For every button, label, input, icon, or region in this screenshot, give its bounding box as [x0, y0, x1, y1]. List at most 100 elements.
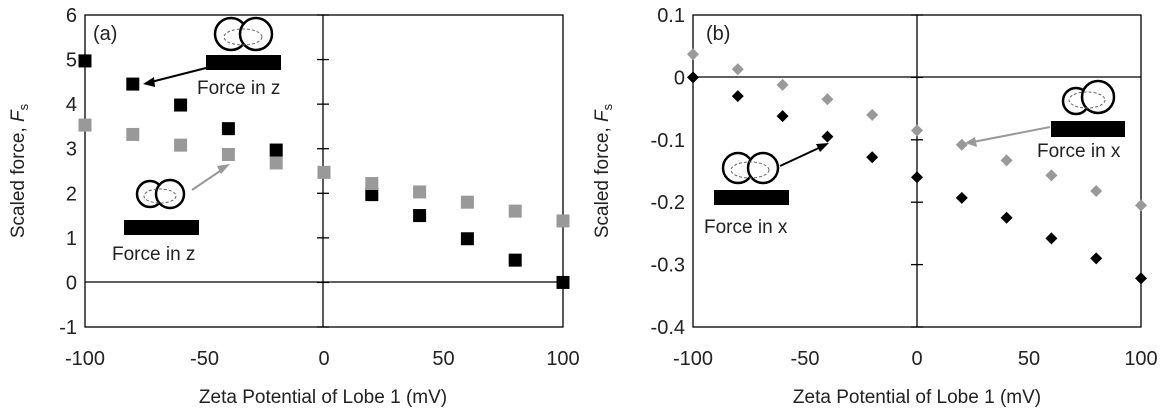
ytick-label: -0.2 [651, 192, 685, 214]
panel-b-xtick-labels: -100 -50 0 50 100 [673, 348, 1158, 370]
ytick-label: 0 [66, 272, 77, 294]
panel-a-annotation-bottom: Force in z [112, 164, 230, 265]
arrowhead-icon [965, 137, 977, 147]
data-point-series-2 [821, 93, 834, 106]
particle-dumbbell-icon [1061, 79, 1116, 116]
data-point-series-2 [776, 78, 789, 91]
xtick-label: 0 [318, 348, 329, 370]
surface-slab-icon [124, 220, 199, 235]
data-point-series-2 [126, 127, 140, 141]
data-point-series-2 [365, 176, 379, 190]
ytick-label: -0.1 [651, 130, 685, 152]
particle-dumbbell-icon [721, 151, 780, 185]
data-point-series-1 [731, 90, 744, 103]
data-point-series-1 [821, 130, 834, 143]
data-point-series-1 [911, 171, 923, 184]
panel-a-points [78, 54, 570, 289]
data-point-series-1 [955, 191, 968, 204]
data-point-series-2 [460, 195, 474, 209]
panel-a-label: (a) [93, 23, 117, 45]
panel-b-y-axis-label: Scaled force, Fs [592, 103, 615, 238]
panel-a-xtick-labels: -100 -50 0 50 100 [65, 348, 580, 370]
data-point-series-2 [78, 118, 92, 132]
xtick-label: 100 [546, 348, 579, 370]
annotation-label: Force in z [112, 244, 195, 265]
panel-a-x-axis-label: Zeta Potential of Lobe 1 (mV) [199, 387, 447, 408]
annotation-label: Force in x [1037, 141, 1121, 162]
annotation-arrow [972, 126, 1051, 143]
particle-dumbbell-icon [213, 16, 274, 52]
data-point-series-1 [687, 71, 699, 84]
xtick-label: -100 [65, 348, 105, 370]
data-point-series-1 [365, 188, 379, 202]
data-point-series-1 [1135, 272, 1147, 285]
data-point-series-1 [174, 98, 188, 112]
ytick-label: 4 [66, 94, 77, 116]
annotation-arrow [779, 146, 822, 167]
arrowhead-icon [217, 164, 230, 174]
data-point-series-2 [317, 165, 331, 179]
panel-a-y-axis-label: Scaled force, Fs [8, 103, 31, 238]
panel-b-label: (b) [706, 23, 730, 45]
data-point-series-2 [1000, 154, 1013, 167]
panel-a-annotation-top: Force in z [143, 16, 281, 99]
data-point-series-1 [460, 232, 474, 246]
panel-b-points [687, 48, 1147, 285]
data-point-series-1 [269, 143, 283, 157]
data-point-series-1 [1045, 232, 1058, 245]
panel-b-center-ticks [911, 14, 923, 328]
surface-slab-icon [206, 55, 281, 70]
data-point-series-1 [78, 54, 92, 68]
arrowhead-icon [816, 143, 829, 152]
panel-b-annotation-left: Force in x [704, 143, 829, 238]
ytick-label: 5 [66, 50, 77, 72]
arrowhead-icon [143, 77, 155, 87]
panel-b-x-axis-label: Zeta Potential of Lobe 1 (mV) [793, 387, 1041, 408]
surface-slab-icon [714, 190, 789, 205]
data-point-series-1 [556, 275, 570, 289]
ytick-label: 6 [66, 5, 77, 27]
panel-a-ytick-labels: -1 0 1 2 3 4 5 6 [59, 5, 77, 339]
xtick-label: -100 [673, 348, 713, 370]
data-point-series-2 [911, 124, 923, 137]
ytick-label: -0.3 [651, 255, 685, 277]
data-point-series-1 [1000, 211, 1013, 224]
data-point-series-1 [776, 110, 789, 123]
xtick-label: 50 [1018, 348, 1040, 370]
surface-slab-icon [1051, 121, 1125, 137]
data-point-series-2 [269, 156, 283, 170]
data-point-series-1 [1090, 252, 1103, 265]
panel-b: -0.4 -0.3 -0.2 -0.1 0 0.1 -100 -50 0 50 100 (b) Z… [592, 5, 1158, 408]
xtick-label: 0 [911, 348, 922, 370]
annotation-label: Force in x [704, 217, 788, 238]
particle-dumbbell-icon [135, 178, 186, 210]
data-point-series-1 [866, 151, 879, 164]
xtick-label: 50 [432, 348, 454, 370]
ytick-label: 2 [66, 183, 77, 205]
data-point-series-1 [221, 122, 235, 136]
ytick-label: 0 [674, 67, 685, 89]
annotation-arrow [150, 67, 207, 83]
data-point-series-2 [413, 185, 427, 199]
data-point-series-1 [413, 209, 427, 223]
ytick-label: -1 [59, 317, 77, 339]
annotation-label: Force in z [197, 78, 280, 99]
data-point-series-2 [174, 138, 188, 152]
data-point-series-2 [866, 108, 879, 121]
xtick-label: -50 [190, 348, 219, 370]
xtick-label: 100 [1124, 348, 1157, 370]
panel-a-center-ticks [317, 14, 329, 328]
ytick-label: 0.1 [657, 5, 685, 27]
data-point-series-2 [955, 138, 968, 151]
annotation-arrow [191, 168, 224, 191]
data-point-series-2 [508, 204, 522, 218]
panel-b-annotation-right: Force in x [965, 79, 1125, 162]
panel-a: -1 0 1 2 3 4 5 6 -100 -50 0 50 100 (a) Zeta Potenti… [8, 5, 580, 408]
panel-b-ytick-labels: -0.4 -0.3 -0.2 -0.1 0 0.1 [651, 5, 685, 339]
ytick-label: 3 [66, 139, 77, 161]
data-point-series-2 [1090, 184, 1103, 197]
data-point-series-2 [221, 148, 235, 162]
data-point-series-2 [1045, 169, 1058, 182]
ytick-label: 1 [66, 228, 77, 250]
